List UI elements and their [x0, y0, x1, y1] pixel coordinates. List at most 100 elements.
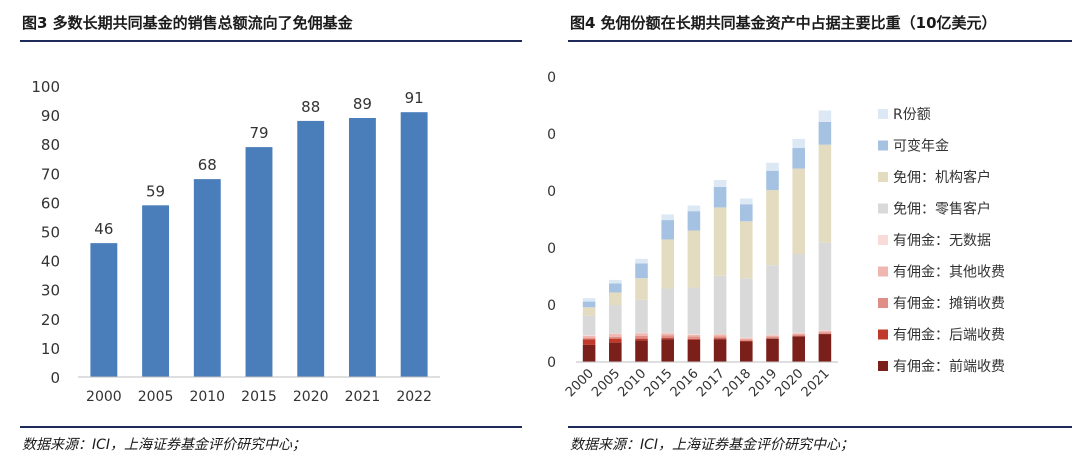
bar-segment	[609, 279, 622, 284]
bar-segment	[713, 275, 727, 334]
y-tick-label: 10	[41, 340, 60, 358]
bar-segment	[687, 205, 701, 212]
bar-segment	[661, 214, 674, 221]
bar-segment	[792, 168, 805, 255]
x-tick-label: 2021	[345, 389, 381, 405]
bar-segment	[713, 180, 727, 187]
legend-label: 可变年金	[893, 139, 949, 155]
legend-label: 有佣金：无数据	[893, 233, 991, 249]
bar	[297, 120, 325, 378]
bar-segment	[582, 315, 596, 336]
legend-label: 免佣：零售客户	[893, 201, 991, 218]
bar-segment	[661, 333, 674, 336]
bar-segment	[687, 338, 701, 340]
x-tick-label: 2000	[563, 366, 597, 400]
bar-segment	[635, 299, 648, 333]
left-figure-title: 图3 多数长期共同基金的销售总额流向了免佣基金	[22, 14, 353, 32]
legend-swatch	[878, 361, 888, 371]
bar-segment	[818, 121, 832, 145]
bar-segment	[635, 340, 648, 362]
y-tick-label: 20	[41, 311, 60, 329]
bar-segment	[766, 162, 779, 171]
legend-swatch	[878, 266, 888, 277]
left-bar-chart: 0 10 20 30 40 50 60 70 80 90 100 46 2000 59 2005 68 2010…	[31, 78, 440, 405]
legend-swatch	[878, 329, 888, 340]
legend-swatch	[878, 203, 888, 214]
bar-segment	[766, 336, 779, 339]
y-tick-label: 0	[548, 355, 556, 371]
legend-label: 有佣金：前端收费	[893, 358, 1005, 375]
x-tick-label: 2005	[138, 389, 174, 405]
bar-segment	[740, 278, 753, 338]
bar-segment	[792, 254, 805, 333]
bar-segment	[661, 288, 674, 333]
data-label: 89	[353, 95, 372, 113]
left-source-note: 数据来源：ICI，上海证券基金评价研究中心；	[22, 437, 307, 453]
bar-segment	[818, 331, 832, 333]
y-tick-label: 20000	[548, 127, 556, 143]
bar	[142, 205, 170, 377]
legend-swatch	[878, 298, 888, 308]
bar-segment	[792, 336, 805, 362]
bar-segment	[582, 298, 596, 302]
data-label: 59	[146, 182, 165, 200]
bar-segment	[818, 334, 832, 362]
bar-segment	[687, 336, 701, 339]
bar-segment	[740, 338, 753, 340]
right-stacked-bar-chart: 0500010000150002000025000200020052010201…	[548, 70, 1005, 400]
bar-segment	[661, 335, 674, 339]
bar-segment	[661, 239, 674, 289]
data-label: 46	[94, 220, 113, 238]
y-tick-label: 5000	[548, 298, 556, 314]
bar-segment	[792, 148, 805, 169]
bar-segment	[609, 283, 622, 293]
bar-segment	[818, 332, 832, 334]
bar-segment	[818, 144, 832, 243]
bar-segment	[766, 338, 779, 362]
bar-segment	[661, 339, 674, 362]
y-tick-label: 50	[41, 224, 60, 242]
bar-segment	[687, 287, 701, 335]
bar-segment	[635, 338, 648, 341]
right-source-note: 数据来源：ICI，上海证券基金评价研究中心；	[570, 437, 855, 453]
y-tick-label: 30	[41, 282, 60, 300]
bar-segment	[687, 211, 701, 231]
data-label: 79	[249, 124, 268, 142]
bar	[400, 112, 428, 377]
right-figure-title: 图4 免佣份额在长期共同基金资产中占据主要比重（10亿美元）	[570, 14, 997, 32]
bar-segment	[792, 333, 805, 335]
x-tick-label: 2000	[86, 389, 122, 405]
bar-segment	[792, 332, 805, 334]
y-tick-label: 0	[50, 369, 60, 387]
bar	[245, 147, 273, 377]
bar-segment	[635, 335, 648, 339]
bar-segment	[766, 190, 779, 266]
bar-segment	[582, 335, 596, 336]
bar-segment	[713, 339, 727, 362]
bar-segment	[740, 341, 753, 362]
bar-segment	[582, 339, 596, 345]
bar-segment	[635, 263, 648, 279]
x-tick-label: 2016	[668, 366, 702, 400]
bar-segment	[582, 335, 596, 339]
bar-segment	[661, 220, 674, 240]
x-tick-label: 2019	[746, 366, 780, 400]
y-tick-label: 10000	[548, 241, 556, 257]
bar-segment	[792, 334, 805, 337]
bar-segment	[687, 334, 701, 335]
bar-segment	[713, 207, 727, 276]
x-tick-label: 2015	[241, 389, 277, 405]
bar-segment	[582, 301, 596, 308]
left-figure-panel: 图3 多数长期共同基金的销售总额流向了免佣基金 0 10 20 30 40 50 60 70 8…	[0, 0, 530, 475]
bar-segment	[582, 307, 596, 316]
bar-segment	[635, 333, 648, 336]
y-tick-label: 15000	[548, 184, 556, 200]
right-figure-panel: 图4 免佣份额在长期共同基金资产中占据主要比重（10亿美元） 0 5000 1000…	[548, 0, 1080, 475]
bar-segment	[609, 292, 622, 305]
bar-segment	[740, 339, 753, 342]
bar-segment	[635, 332, 648, 334]
y-tick-label: 25000	[548, 70, 556, 86]
y-tick-label: 60	[41, 194, 60, 212]
legend-label: 有佣金：摊销收费	[893, 296, 1005, 312]
bar-segment	[609, 333, 622, 335]
